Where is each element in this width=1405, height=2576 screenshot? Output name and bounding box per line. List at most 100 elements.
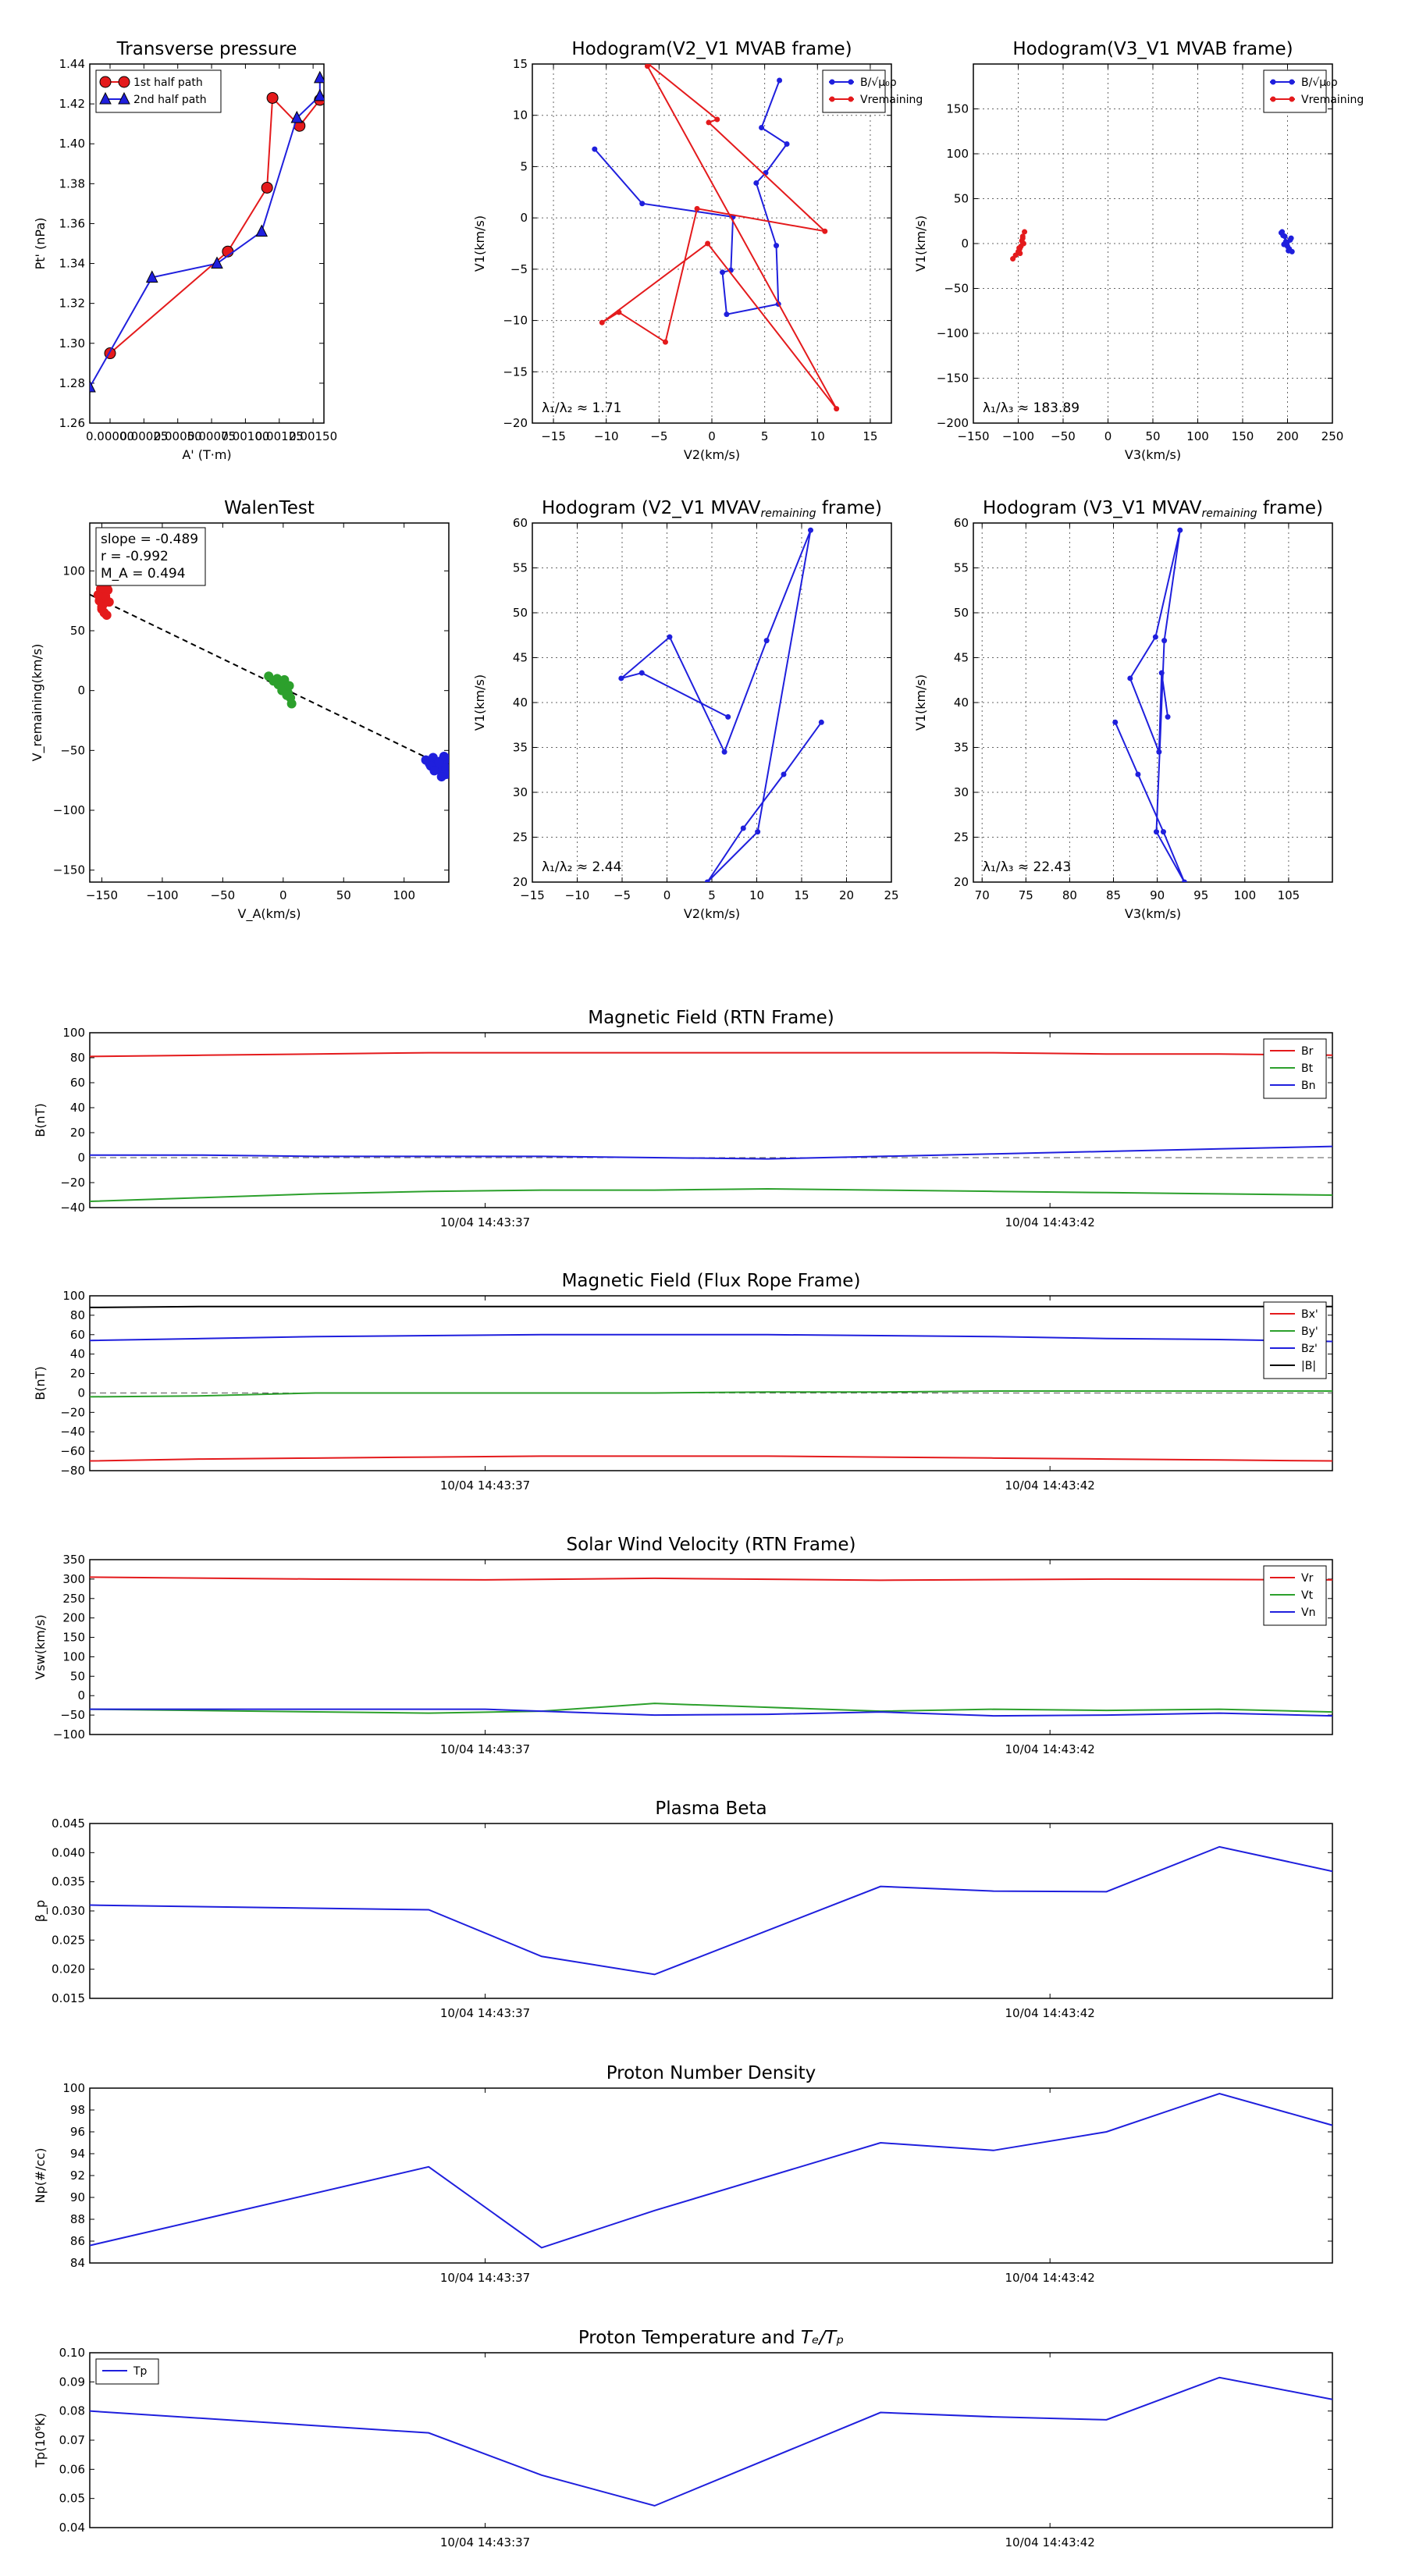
time-tick-label: 10/04 14:43:37 — [440, 1478, 530, 1493]
y-tick-label: 30 — [513, 785, 528, 799]
y-tick-label: 0 — [77, 1386, 85, 1400]
legend-label: 1st half path — [133, 76, 203, 89]
series-line-Vn — [90, 1708, 1332, 1717]
y-tick-label: 0.040 — [52, 1845, 85, 1859]
y-tick-label: 1.28 — [59, 376, 85, 390]
y-tick-label: 0.06 — [59, 2462, 85, 2476]
data-point — [90, 379, 96, 393]
x-tick-label: 0 — [663, 888, 671, 902]
y-tick-label: 0.07 — [59, 2433, 85, 2447]
x-tick-label: 0.00025 — [119, 429, 168, 443]
legend-label: Bx' — [1301, 1308, 1318, 1321]
data-point — [255, 224, 269, 237]
legend-box — [822, 69, 886, 113]
y-axis-label: V1(km/s) — [472, 674, 487, 731]
data-point — [266, 91, 279, 104]
y-tick-label: 25 — [513, 831, 528, 845]
y-tick-label: −50 — [60, 1708, 85, 1722]
data-point — [705, 240, 711, 247]
y-tick-label: 96 — [70, 2125, 85, 2139]
y-tick-label: 45 — [954, 651, 969, 665]
x-tick-label: 0.00100 — [221, 429, 269, 443]
series-line-Vt — [90, 1703, 1332, 1714]
legend-label: Vremaining — [1301, 94, 1364, 106]
data-point — [1010, 256, 1016, 262]
data-point — [101, 610, 112, 621]
x-tick-label: −10 — [565, 888, 590, 902]
y-tick-label: 0 — [77, 1688, 85, 1703]
time-tick-label: 10/04 14:43:42 — [1005, 2535, 1094, 2549]
y-tick-label: −20 — [60, 1176, 85, 1190]
plot-frame — [89, 1559, 1333, 1735]
x-tick-label: 20 — [839, 888, 854, 902]
chart-transverse-pressure: 1.26 1.28 1.30 1.32 1.34 1.36 1.38 1.40 1.42 1.44… — [33, 39, 337, 462]
legend-marker — [848, 96, 854, 102]
x-tick-label: 50 — [336, 888, 351, 902]
y-tick-label: −20 — [503, 416, 528, 430]
time-tick-label: 10/04 14:43:37 — [440, 1215, 530, 1229]
x-tick-label: 100 — [1186, 429, 1209, 443]
x-tick-label: 0.00050 — [154, 429, 202, 443]
y-tick-label: −15 — [503, 365, 528, 379]
y-tick-label: 84 — [70, 2256, 85, 2270]
data-point — [706, 119, 712, 126]
y-tick-label: 100 — [62, 2081, 85, 2095]
plot-area — [90, 2376, 1332, 2507]
data-point — [1152, 634, 1158, 640]
x-tick-label: −5 — [650, 429, 667, 443]
x-axis-label: A' (T·m) — [182, 447, 231, 462]
y-tick-label: 350 — [62, 1553, 85, 1567]
data-point — [429, 766, 439, 776]
y-tick-label: 55 — [954, 561, 969, 575]
legend-box — [1263, 69, 1327, 113]
y-tick-label: 1.30 — [59, 336, 85, 350]
data-point — [261, 181, 273, 194]
x-tick-label: 70 — [975, 888, 990, 902]
x-tick-label: 10 — [810, 429, 825, 443]
data-point — [286, 699, 297, 709]
chart-hodogram-v2v1-mvab: −20 −15 −10 −5 0 5 10 15 −15 −10 −5 0 5 10 15 Hodogram(… — [472, 39, 923, 462]
y-tick-label: 86 — [70, 2234, 85, 2248]
x-tick-label: 200 — [1276, 429, 1299, 443]
y-tick-label: 50 — [954, 606, 969, 620]
y-tick-label: 1.44 — [59, 57, 85, 71]
x-tick-label: 5 — [761, 429, 769, 443]
y-tick-label: −10 — [503, 314, 528, 328]
y-tick-label: 88 — [70, 2212, 85, 2226]
y-tick-label: 45 — [513, 651, 528, 665]
y-tick-label: 1.42 — [59, 97, 85, 111]
x-tick-label: −50 — [1051, 429, 1076, 443]
y-tick-label: −20 — [60, 1405, 85, 1419]
plot-frame — [89, 1295, 1333, 1471]
y-tick-label: −5 — [510, 262, 528, 276]
y-tick-label: 80 — [70, 1051, 85, 1065]
legend-marker — [829, 96, 835, 102]
data-point — [753, 180, 759, 186]
y-tick-label: 0.045 — [52, 1816, 85, 1831]
legend-label: Vr — [1301, 1572, 1314, 1585]
y-tick-label: 92 — [70, 2169, 85, 2183]
chart-title: Plasma Beta — [655, 1799, 767, 1819]
y-axis-label: Pt' (nPa) — [33, 218, 48, 270]
y-tick-label: −40 — [60, 1201, 85, 1215]
legend-label: Bt — [1301, 1062, 1314, 1075]
chart-sw-velocity: −100 −50 0 50 100 150 200 250 300 350 10/04 14:43:… — [33, 1535, 1333, 1756]
y-tick-label: −200 — [937, 416, 969, 430]
data-point — [1022, 229, 1028, 235]
legend-marker — [848, 79, 854, 85]
y-tick-label: 1.32 — [59, 297, 85, 311]
data-point — [93, 590, 103, 600]
x-tick-label: 0.00075 — [187, 429, 236, 443]
chart-title: Hodogram(V2_V1 MVAB frame) — [571, 39, 852, 59]
legend-label: |B| — [1301, 1360, 1316, 1372]
x-tick-label: 10 — [749, 888, 764, 902]
y-tick-label: 10 — [513, 109, 528, 123]
legend-label: Vremaining — [860, 94, 923, 106]
data-point — [724, 311, 730, 318]
annotation: λ₁/λ₂ ≈ 1.71 — [542, 400, 621, 416]
data-point — [616, 309, 622, 315]
chart-plasma-beta: 0.015 0.020 0.025 0.030 0.035 0.040 0.045 10/04… — [33, 1799, 1333, 2020]
chart-title: Magnetic Field (Flux Rope Frame) — [562, 1271, 861, 1291]
y-tick-label: 100 — [62, 1649, 85, 1663]
